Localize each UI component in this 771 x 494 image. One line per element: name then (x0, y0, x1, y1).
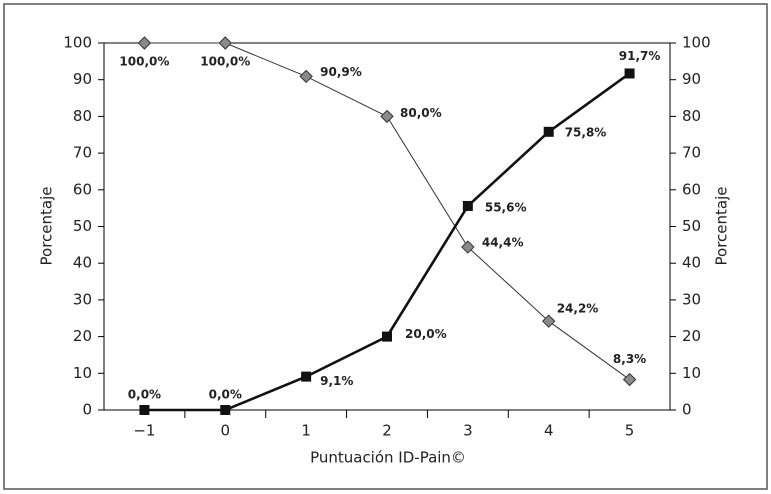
point (301, 371, 312, 382)
y-axis-label: Porcentaje (38, 187, 56, 266)
value-label: 8,3% (613, 352, 646, 366)
x-tick-label: 0 (221, 422, 231, 440)
value-label: 100,0% (119, 55, 169, 69)
point (542, 314, 556, 328)
value-label: 0,0% (128, 388, 161, 402)
y2-tick-label: 40 (682, 254, 701, 272)
point (299, 69, 313, 84)
y2-tick-label: 30 (682, 290, 701, 308)
y2-tick-label: 0 (682, 401, 692, 419)
y2-tick-label: 100 (682, 34, 711, 52)
y-tick-label: 70 (73, 144, 92, 162)
x-tick-label: −1 (133, 422, 155, 440)
point (622, 372, 637, 387)
value-label: 80,0% (400, 106, 442, 120)
y-tick-label: 30 (73, 290, 92, 308)
y2-tick-label: 80 (682, 107, 701, 125)
y2-tick-label: 90 (682, 70, 701, 88)
point (137, 36, 152, 50)
x-axis-label: Puntuación ID-Pain© (310, 449, 466, 467)
y-tick-label: 80 (73, 107, 92, 125)
y2-axis-label: Porcentaje (713, 187, 731, 266)
x-tick-label: 2 (382, 422, 392, 440)
y-tick-label: 40 (73, 254, 92, 272)
y-tick-label: 10 (73, 364, 92, 382)
y2-tick-label: 10 (682, 364, 701, 382)
x-tick-label: 3 (463, 422, 473, 440)
x-tick-label: 1 (301, 422, 311, 440)
y-tick-label: 0 (82, 401, 92, 419)
value-label: 90,9% (320, 65, 362, 79)
y2-tick-label: 60 (682, 180, 701, 198)
value-label: 0,0% (209, 388, 242, 402)
point (218, 36, 232, 50)
point (220, 405, 231, 415)
y2-tick-label: 70 (682, 144, 701, 162)
y-tick-label: 100 (63, 34, 92, 52)
value-label: 9,1% (320, 374, 353, 388)
point (462, 200, 473, 211)
frame (3, 3, 768, 490)
value-label: 24,2% (557, 302, 599, 316)
value-label: 20,0% (405, 327, 447, 341)
value-label: 75,8% (565, 125, 607, 139)
y2-tick-label: 50 (682, 217, 701, 235)
value-label: 91,7% (619, 49, 661, 63)
value-label: 100,0% (200, 55, 250, 69)
point (461, 240, 475, 254)
value-label: 55,6% (485, 200, 527, 214)
point (139, 405, 150, 415)
y-tick-label: 90 (73, 70, 92, 88)
x-tick-label: 5 (625, 422, 635, 440)
point (382, 331, 392, 342)
y-tick-label: 50 (73, 217, 92, 235)
y-tick-label: 20 (73, 327, 92, 345)
y2-tick-label: 20 (682, 327, 701, 345)
point (624, 68, 635, 79)
point (543, 126, 554, 137)
x-tick-label: 4 (544, 422, 554, 440)
point (380, 109, 394, 124)
y-tick-label: 60 (73, 180, 92, 198)
value-label: 44,4% (482, 236, 524, 250)
